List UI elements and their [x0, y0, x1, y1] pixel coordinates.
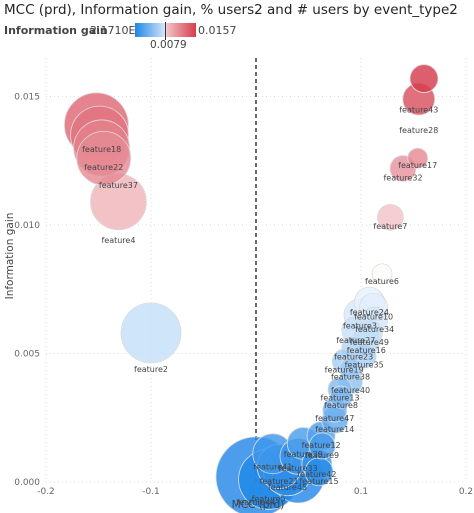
bubble[interactable]	[407, 147, 429, 169]
bubble[interactable]	[371, 263, 393, 285]
point-label: feature27	[336, 336, 375, 345]
bubbles	[64, 64, 439, 513]
legend-mid-label: 0.0079	[150, 39, 187, 51]
point-label: feature45	[268, 483, 307, 492]
legend-mid-tick	[165, 22, 166, 40]
point-label: feature47	[315, 414, 354, 423]
point-label: feature9	[305, 451, 339, 460]
point-label: feature32	[383, 173, 422, 182]
bubble-outline	[371, 263, 393, 285]
y-tick-label: 0.015	[14, 93, 40, 103]
bubble-outline	[76, 130, 132, 186]
point-label: feature8	[324, 401, 358, 410]
bubble-outline	[329, 385, 353, 409]
point-label: feature24	[350, 308, 389, 317]
point-label: feature35	[345, 360, 384, 369]
point-label: feature28	[399, 126, 438, 135]
bubble-outline	[308, 432, 336, 460]
point-label: feature13	[320, 394, 359, 403]
bubble[interactable]	[329, 385, 353, 409]
y-tick-label: 0.000	[14, 478, 40, 488]
color-legend: Information gain 2.1710E-5 0.0157 0.0079	[4, 22, 304, 52]
y-tick-label: 0.005	[14, 350, 40, 360]
bubble-outline	[120, 302, 182, 364]
point-label: feature3	[343, 322, 377, 331]
point-label: feature42	[297, 470, 336, 479]
point-label: feature22	[84, 163, 123, 172]
y-axis: 0.000 0.005 0.010 0.015	[14, 93, 40, 488]
point-label: feature39	[284, 450, 323, 459]
legend-min-label: 2.1710E-5	[90, 24, 147, 37]
point-label: feature34	[355, 325, 394, 334]
legend-title: Information gain	[4, 24, 108, 37]
bubble[interactable]	[409, 64, 439, 93]
bubble[interactable]	[120, 302, 182, 364]
point-label: feature37	[99, 181, 138, 190]
bubble-outline	[377, 204, 404, 231]
x-axis-title: MCC (prd)	[232, 499, 285, 511]
bubble-outline	[409, 64, 439, 93]
x-tick-label: -0.2	[37, 487, 55, 497]
bubble-outline	[407, 147, 429, 169]
bubble[interactable]	[76, 130, 132, 186]
point-labels: feature18 feature22 feature37 feature4 featu…	[82, 106, 438, 507]
x-tick-label: 0.2	[459, 487, 473, 497]
bubble[interactable]	[339, 357, 362, 381]
point-label: feature7	[373, 222, 407, 231]
point-label: feature10	[354, 313, 393, 322]
point-label: feature19	[325, 365, 364, 374]
point-label: feature4	[101, 236, 135, 245]
point-label: feature43	[399, 106, 438, 115]
y-axis-title: Information gain	[4, 213, 16, 300]
x-tick-label: 0.1	[354, 487, 368, 497]
point-label: feature2	[134, 365, 168, 374]
bubble[interactable]	[376, 203, 404, 231]
point-label: feature12	[302, 441, 341, 450]
legend-max-label: 0.0157	[198, 24, 237, 37]
point-label: feature49	[350, 338, 389, 347]
point-label: feature14	[315, 425, 354, 434]
point-label: feature16	[347, 346, 386, 355]
point-label: feature15	[299, 477, 338, 486]
point-label: feature41	[253, 463, 292, 472]
x-tick-label: -0.1	[142, 487, 160, 497]
point-label: feature17	[398, 161, 437, 170]
point-label: feature18	[82, 145, 121, 154]
point-label: feature38	[331, 373, 370, 382]
point-label: feature33	[278, 464, 317, 473]
chart-title: MCC (prd), Information gain, % users2 an…	[4, 2, 458, 18]
grid-lines	[45, 58, 467, 483]
point-label: feature23	[334, 353, 373, 362]
bubble-outline	[339, 357, 362, 381]
point-label: feature40	[331, 386, 370, 395]
y-tick-label: 0.010	[14, 221, 40, 231]
point-label: feature5	[252, 494, 286, 503]
point-label: feature21	[260, 477, 299, 486]
point-label: feature6	[365, 277, 399, 286]
point-label: feature44	[236, 498, 275, 507]
bubble[interactable]	[308, 432, 336, 460]
bubble-outline	[389, 155, 417, 182]
